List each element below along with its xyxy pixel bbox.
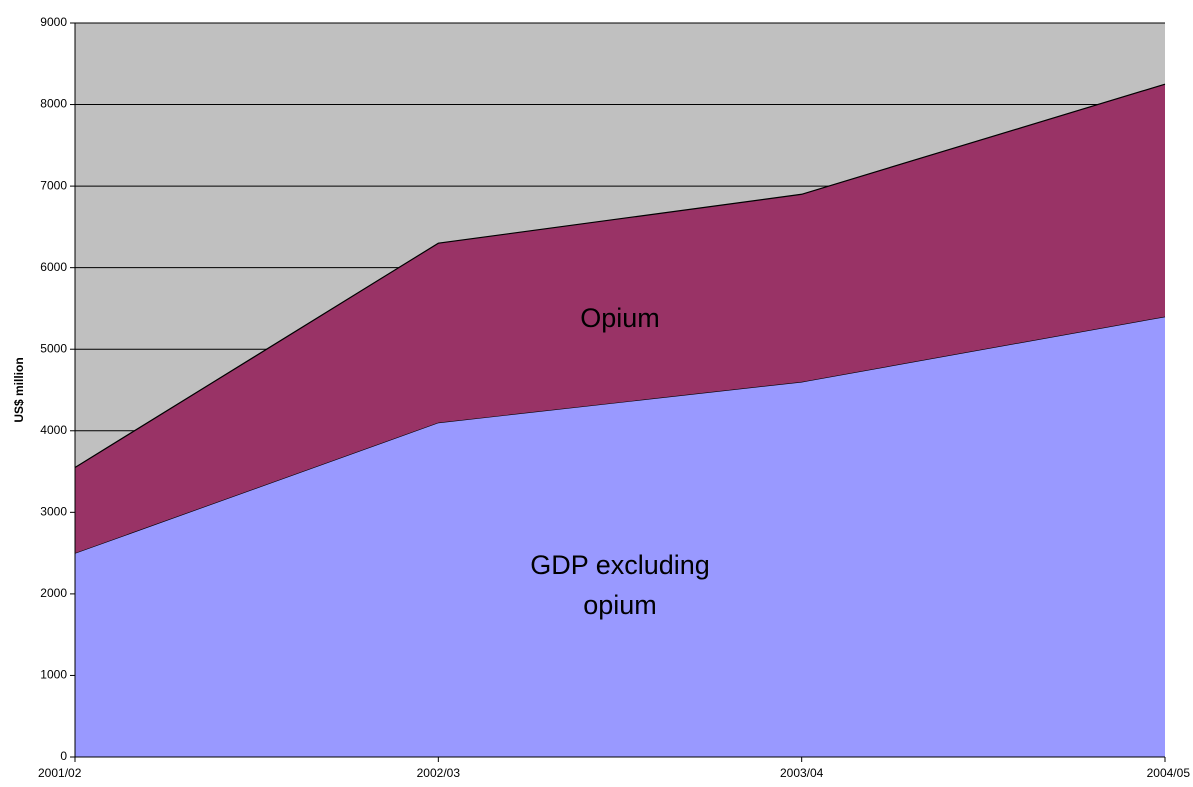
y-tick-label: 0 xyxy=(60,749,67,763)
y-tick-label: 8000 xyxy=(40,97,67,111)
x-tick-label: 2003/04 xyxy=(780,766,824,780)
y-tick-label: 4000 xyxy=(40,423,67,437)
y-axis-label: US$ million xyxy=(12,357,26,422)
series-label: GDP excluding opium xyxy=(530,550,710,620)
series-label: Opium xyxy=(580,303,660,333)
y-tick-label: 6000 xyxy=(40,260,67,274)
x-tick-label: 2001/02 xyxy=(38,766,82,780)
area xyxy=(75,316,1165,757)
y-tick-label: 9000 xyxy=(40,15,67,29)
y-tick-label: 3000 xyxy=(40,505,67,519)
x-tick-label: 2002/03 xyxy=(417,766,461,780)
area xyxy=(75,84,1165,554)
y-tick-label: 1000 xyxy=(40,668,67,682)
x-tick-label: 2004/05 xyxy=(1147,766,1191,780)
y-tick-label: 7000 xyxy=(40,178,67,192)
y-tick-label: 2000 xyxy=(40,586,67,600)
area-edge xyxy=(74,83,1166,468)
y-tick-label: 5000 xyxy=(40,341,67,355)
